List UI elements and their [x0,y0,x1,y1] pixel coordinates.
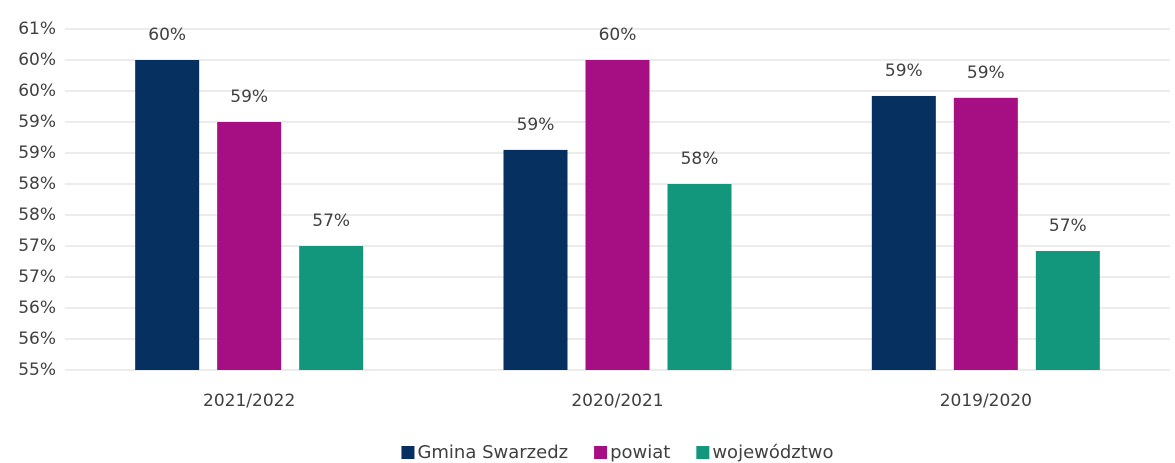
y-tick-label: 60% [18,81,56,101]
data-label: 60% [148,25,186,45]
legend-label: powiat [610,442,670,463]
bar [217,122,282,370]
y-tick-label: 56% [18,298,56,318]
data-label: 58% [681,149,719,169]
y-tick-label: 59% [18,143,56,163]
legend-swatch [594,446,608,459]
bar [1035,250,1100,370]
bar [299,246,364,370]
y-tick-label: 59% [18,112,56,132]
data-label: 59% [967,63,1005,83]
legend-label: Gmina Swarzedz [417,442,568,463]
data-label: 57% [312,211,350,231]
x-tick-label: 2021/2022 [203,391,295,411]
legend-swatch [401,446,415,459]
legend-swatch [696,446,710,459]
data-label: 59% [517,115,555,135]
data-label: 57% [1049,216,1087,236]
x-tick-label: 2020/2021 [571,391,663,411]
bar [135,60,200,370]
y-tick-label: 61% [18,19,56,39]
y-tick-label: 57% [18,267,56,287]
data-label: 59% [230,87,268,107]
y-tick-label: 58% [18,174,56,194]
y-tick-label: 58% [18,205,56,225]
y-tick-label: 60% [18,50,56,70]
legend-label: województwo [712,442,833,463]
y-tick-label: 56% [18,329,56,349]
bar [953,97,1018,370]
data-label: 60% [599,25,637,45]
bar [871,95,936,371]
y-tick-label: 55% [18,360,56,380]
x-tick-label: 2019/2020 [940,391,1032,411]
data-label: 59% [885,61,923,81]
y-tick-label: 57% [18,236,56,256]
bar [585,60,650,370]
bar [503,149,568,370]
bar [667,184,732,370]
